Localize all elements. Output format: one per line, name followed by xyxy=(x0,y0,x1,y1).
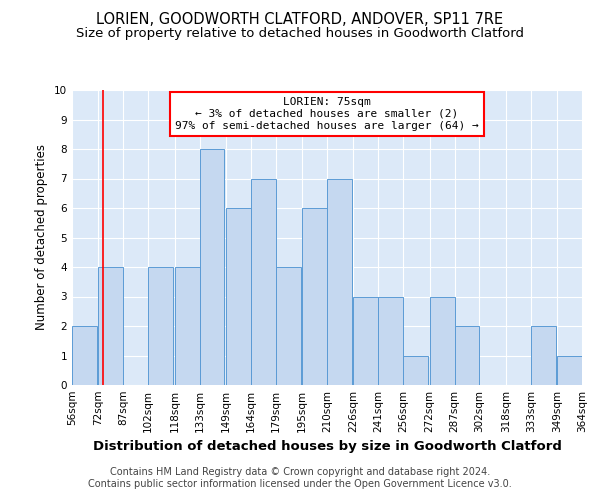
Bar xyxy=(302,208,327,385)
Text: LORIEN, GOODWORTH CLATFORD, ANDOVER, SP11 7RE: LORIEN, GOODWORTH CLATFORD, ANDOVER, SP1… xyxy=(97,12,503,28)
Bar xyxy=(530,326,556,385)
Text: LORIEN: 75sqm
← 3% of detached houses are smaller (2)
97% of semi-detached house: LORIEN: 75sqm ← 3% of detached houses ar… xyxy=(175,98,479,130)
Bar xyxy=(98,267,124,385)
Bar xyxy=(226,208,251,385)
Bar xyxy=(199,149,224,385)
Bar xyxy=(455,326,479,385)
X-axis label: Distribution of detached houses by size in Goodworth Clatford: Distribution of detached houses by size … xyxy=(92,440,562,454)
Bar xyxy=(251,178,275,385)
Y-axis label: Number of detached properties: Number of detached properties xyxy=(35,144,49,330)
Bar xyxy=(148,267,173,385)
Bar xyxy=(403,356,428,385)
Text: Contains HM Land Registry data © Crown copyright and database right 2024.
Contai: Contains HM Land Registry data © Crown c… xyxy=(88,468,512,489)
Bar xyxy=(353,296,379,385)
Bar xyxy=(379,296,403,385)
Bar xyxy=(72,326,97,385)
Text: Size of property relative to detached houses in Goodworth Clatford: Size of property relative to detached ho… xyxy=(76,28,524,40)
Bar xyxy=(275,267,301,385)
Bar xyxy=(557,356,582,385)
Bar xyxy=(175,267,199,385)
Bar xyxy=(430,296,455,385)
Bar xyxy=(327,178,352,385)
